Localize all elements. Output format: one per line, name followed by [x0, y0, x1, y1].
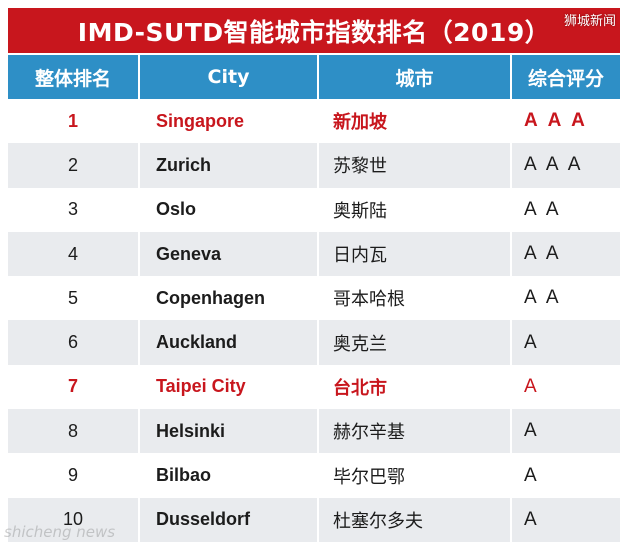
table-row: 1 Singapore 新加坡 A A A — [8, 99, 620, 144]
rank-cell: 1 — [8, 99, 140, 144]
rank-cell: 7 — [8, 364, 140, 410]
table-row: 3 Oslo 奥斯陆 A A — [8, 187, 620, 232]
city-cn-cell: 日内瓦 — [318, 231, 512, 277]
score-cell: A A A — [511, 143, 620, 188]
score-cell: A A — [511, 187, 620, 232]
city-cell: Singapore — [139, 99, 319, 144]
header-score: 综合评分 — [511, 55, 620, 99]
table-row: 5 Copenhagen 哥本哈根 A A — [8, 276, 620, 321]
city-cell: Auckland — [139, 320, 319, 365]
score-cell: A — [511, 497, 620, 542]
table-row: 8 Helsinki 赫尔辛基 A — [8, 409, 620, 454]
city-cn-cell: 苏黎世 — [318, 143, 512, 188]
watermark-bottom-text: shicheng news — [4, 523, 116, 541]
ranking-table: 整体排名 City 城市 综合评分 1 Singapore 新加坡 A A A … — [8, 55, 620, 542]
city-cn-cell: 毕尔巴鄂 — [318, 453, 512, 498]
rank-cell: 2 — [8, 143, 140, 188]
city-cn-cell: 赫尔辛基 — [318, 409, 512, 454]
score-cell: A A A — [511, 99, 620, 144]
city-cn-cell: 台北市 — [318, 364, 512, 410]
table-row: 7 Taipei City 台北市 A — [8, 364, 620, 410]
rank-cell: 9 — [8, 453, 140, 498]
rank-cell: 4 — [8, 231, 140, 277]
table-row: 9 Bilbao 毕尔巴鄂 A — [8, 453, 620, 498]
city-cn-cell: 哥本哈根 — [318, 276, 512, 321]
score-cell: A — [511, 320, 620, 365]
header-city-cn: 城市 — [318, 55, 512, 99]
rank-cell: 5 — [8, 276, 140, 321]
table-row: 4 Geneva 日内瓦 A A — [8, 231, 620, 277]
score-cell: A A — [511, 231, 620, 277]
score-cell: A — [511, 453, 620, 498]
header-city: City — [139, 55, 319, 99]
page-title-text: IMD-SUTD智能城市指数排名（2019） — [77, 17, 551, 47]
rank-cell: 10 — [8, 497, 140, 542]
page-title: IMD-SUTD智能城市指数排名（2019） — [8, 8, 620, 53]
city-cell: Dusseldorf — [139, 497, 319, 542]
score-cell: A — [511, 409, 620, 454]
city-cell: Copenhagen — [139, 276, 319, 321]
city-cell: Geneva — [139, 231, 319, 277]
city-cn-cell: 新加坡 — [318, 99, 512, 144]
city-cn-cell: 奥斯陆 — [318, 187, 512, 232]
rank-cell: 8 — [8, 409, 140, 454]
city-cell: Helsinki — [139, 409, 319, 454]
table-row: 2 Zurich 苏黎世 A A A — [8, 143, 620, 188]
table-row: 6 Auckland 奥克兰 A — [8, 320, 620, 365]
score-cell: A — [511, 364, 620, 410]
city-cell: Bilbao — [139, 453, 319, 498]
city-cell: Oslo — [139, 187, 319, 232]
rank-cell: 3 — [8, 187, 140, 232]
score-cell: A A — [511, 276, 620, 321]
table-body: 1 Singapore 新加坡 A A A 2 Zurich 苏黎世 A A A… — [8, 99, 620, 542]
city-cn-cell: 杜塞尔多夫 — [318, 497, 512, 542]
table-row: 10 Dusseldorf 杜塞尔多夫 A — [8, 497, 620, 542]
city-cell: Zurich — [139, 143, 319, 188]
table-header: 整体排名 City 城市 综合评分 — [8, 55, 620, 99]
watermark-logo-text: 狮城新闻 — [563, 14, 616, 29]
header-rank: 整体排名 — [8, 55, 140, 99]
city-cn-cell: 奥克兰 — [318, 320, 512, 365]
header-row: 整体排名 City 城市 综合评分 — [8, 55, 620, 99]
rank-cell: 6 — [8, 320, 140, 365]
city-cell: Taipei City — [139, 364, 319, 410]
